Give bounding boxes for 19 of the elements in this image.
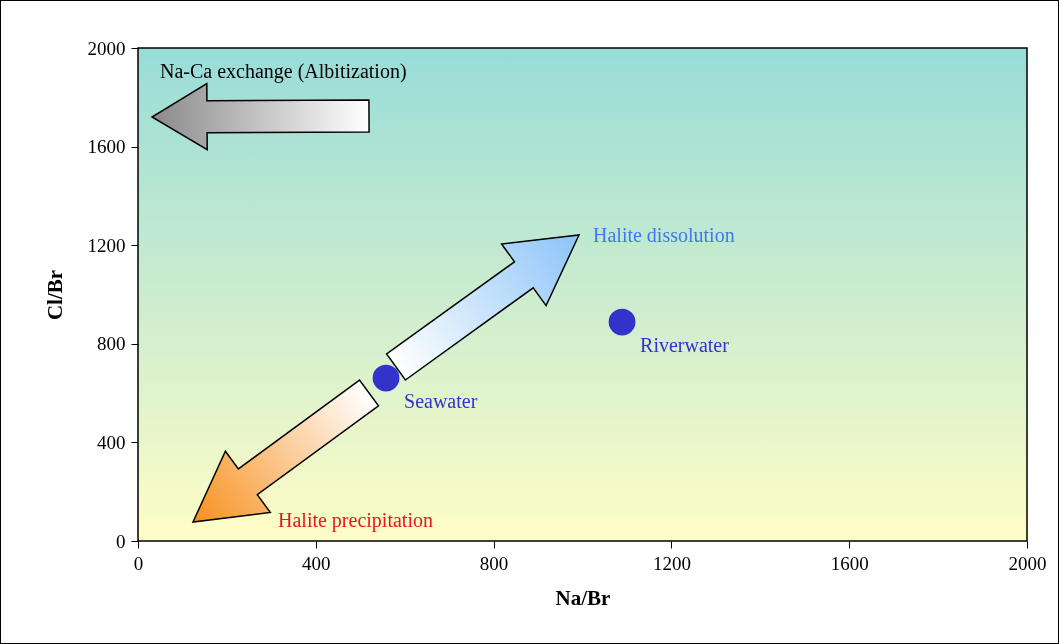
y-tick-label: 800	[97, 333, 126, 355]
y-tick-label: 1600	[87, 136, 126, 158]
y-tick-label: 400	[97, 431, 126, 453]
x-axis-title: Na/Br	[555, 585, 611, 610]
x-tick-label: 800	[479, 552, 509, 574]
y-tick-label: 2000	[87, 37, 126, 59]
series-label: Riverwater	[640, 334, 730, 357]
y-tick-label: 1200	[87, 234, 126, 256]
annotation: Na-Ca exchange (Albitization)	[160, 60, 407, 83]
annotation: Halite dissolution	[593, 224, 735, 246]
x-tick-label: 1200	[652, 552, 691, 574]
x-tick-label: 400	[302, 552, 331, 574]
x-tick-label: 0	[133, 552, 144, 574]
x-tick-label: 2000	[1008, 552, 1047, 574]
x-tick-label: 1600	[830, 552, 869, 574]
annotation: Halite precipitation	[278, 509, 433, 532]
y-tick-label: 0	[116, 530, 126, 552]
series-label: Seawater	[404, 390, 478, 413]
y-axis-title: Cl/Br	[42, 269, 67, 321]
